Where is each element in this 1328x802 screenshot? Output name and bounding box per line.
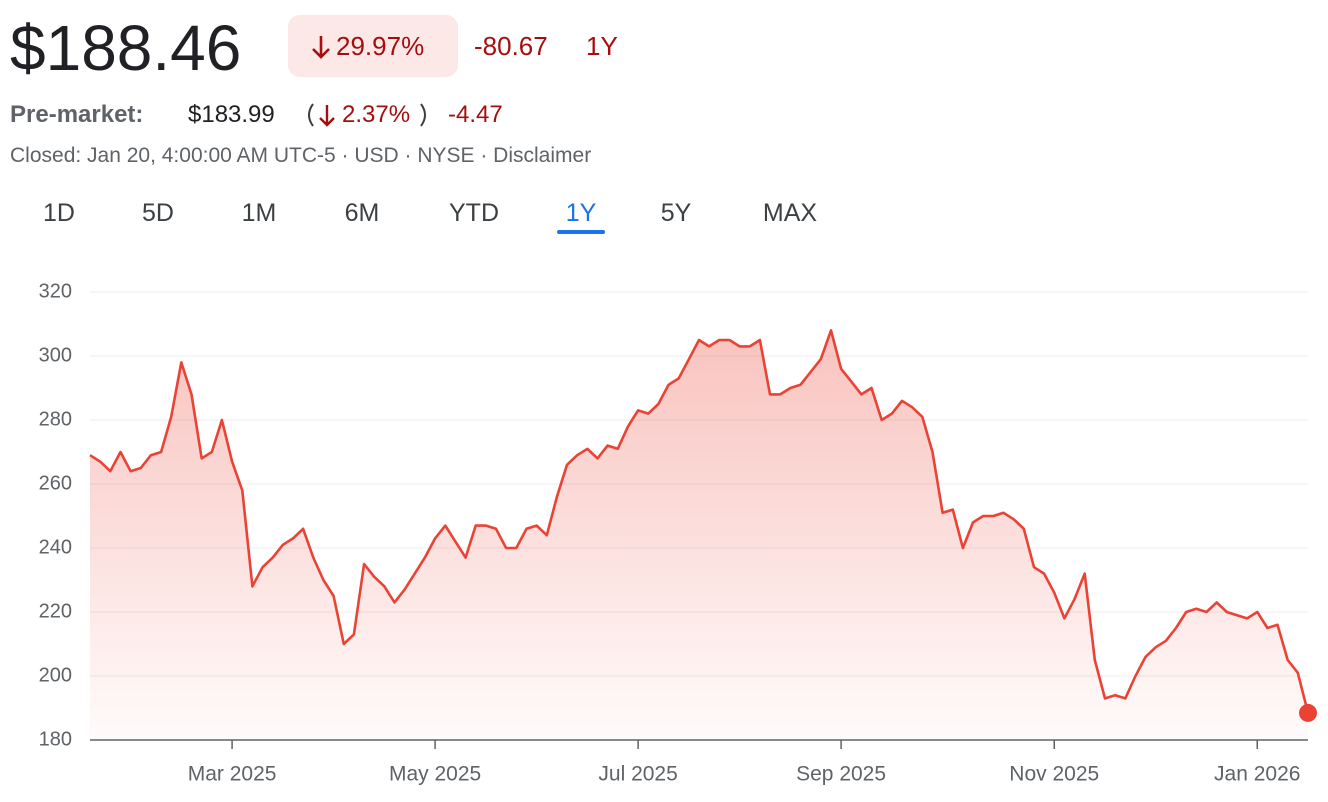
y-tick-label: 280 bbox=[39, 408, 72, 430]
price: $188.46 bbox=[10, 12, 242, 84]
paren-open bbox=[308, 103, 314, 127]
y-tick-label: 220 bbox=[39, 600, 72, 622]
paren-close bbox=[420, 103, 426, 127]
x-tick-label: Sep 2025 bbox=[796, 763, 886, 786]
area bbox=[90, 330, 1308, 740]
y-tick-label: 260 bbox=[39, 472, 72, 494]
premarket-label: Pre-market: bbox=[10, 101, 144, 128]
range-tab[interactable]: 5Y bbox=[660, 199, 692, 227]
range-tab[interactable]: 1Y bbox=[565, 199, 597, 227]
x-tick-label: Jul 2025 bbox=[598, 763, 677, 786]
price-line bbox=[89, 329, 1310, 714]
range-tab[interactable]: 1M bbox=[241, 199, 277, 227]
premarket-change: -4.47 bbox=[448, 101, 503, 128]
x-tick-label: May 2025 bbox=[389, 763, 481, 786]
y-tick-label: 240 bbox=[39, 536, 72, 558]
change-badge bbox=[288, 15, 458, 77]
status-line[interactable]: Closed: Jan 20, 4:00:00 AM UTC-5 · USD ·… bbox=[10, 144, 592, 167]
range-tab[interactable]: 6M bbox=[344, 199, 380, 227]
down-arrow-icon bbox=[312, 36, 330, 59]
premarket-percent: 2.37% bbox=[342, 101, 411, 128]
change-value: -80.67 bbox=[474, 31, 548, 61]
range-tab[interactable]: MAX bbox=[762, 199, 818, 227]
y-tick-label: 180 bbox=[39, 728, 72, 750]
x-tick-label: Jan 2026 bbox=[1214, 763, 1300, 786]
x-tick-label: Nov 2025 bbox=[1009, 763, 1099, 786]
change-period: 1Y bbox=[586, 31, 618, 61]
down-arrow-icon bbox=[319, 105, 335, 127]
y-tick-label: 300 bbox=[39, 344, 72, 366]
range-tab[interactable]: YTD bbox=[449, 199, 499, 227]
premarket-price: $183.99 bbox=[188, 101, 275, 128]
range-tab[interactable]: 5D bbox=[142, 199, 174, 227]
last-point bbox=[1299, 703, 1317, 722]
x-tick-label: Mar 2025 bbox=[188, 763, 277, 786]
range-tab[interactable]: 1D bbox=[43, 199, 75, 227]
change-percent: 29.97% bbox=[336, 31, 425, 61]
y-tick-label: 320 bbox=[39, 280, 72, 302]
y-tick-label: 200 bbox=[39, 664, 72, 686]
tab-underline bbox=[557, 230, 605, 234]
